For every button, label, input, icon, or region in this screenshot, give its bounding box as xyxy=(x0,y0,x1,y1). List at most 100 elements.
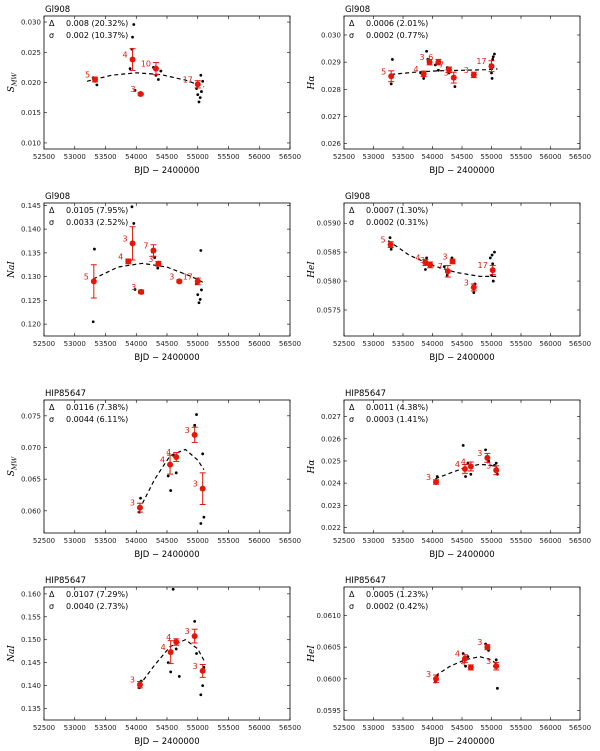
data-point xyxy=(494,658,498,662)
y-tick-label: 0.160 xyxy=(21,590,41,598)
y-tick-label: 0.120 xyxy=(21,321,41,329)
y-tick-label: 0.060 xyxy=(21,507,41,515)
bin-count-label: 4 xyxy=(461,458,466,467)
x-axis-label: BJD − 2400000 xyxy=(429,550,494,560)
data-point xyxy=(133,288,137,291)
y-tick-label: 0.025 xyxy=(321,457,341,465)
y-tick-label: 0.025 xyxy=(21,49,41,57)
y-tick-label: 0.030 xyxy=(21,19,41,27)
y-tick-label: 0.0585 xyxy=(317,249,342,257)
panel-title: HIP85647 xyxy=(45,576,86,586)
panel-3: Gl908 52500 53000 53500 54000 54500 55000 55500… xyxy=(7,192,301,363)
binned-mean xyxy=(433,479,440,486)
trend-curve xyxy=(435,656,498,677)
bin-count-label: 3 xyxy=(193,662,198,671)
x-tick-label: 54000 xyxy=(125,724,147,732)
y-tick-label: 0.024 xyxy=(321,480,342,488)
x-tick-label: 55000 xyxy=(187,153,209,161)
panel-title: HIP85647 xyxy=(45,389,86,399)
data-point xyxy=(131,35,134,39)
bin-count-label: 3 xyxy=(185,426,190,435)
x-tick-label: 56000 xyxy=(539,153,561,161)
binned-mean xyxy=(488,63,495,70)
bin-count-label: 3 xyxy=(477,638,482,647)
data-point xyxy=(389,247,393,251)
x-tick-label: 53500 xyxy=(94,340,116,348)
y-tick-label: 0.145 xyxy=(21,202,41,210)
bin-count-label: 4 xyxy=(160,456,165,465)
bin-count-label: 3 xyxy=(131,283,136,292)
x-tick-label: 53500 xyxy=(94,537,116,545)
data-point xyxy=(153,256,157,260)
x-axis-label: BJD − 2400000 xyxy=(429,353,494,363)
data-point xyxy=(159,69,163,73)
bin-count-label: 3 xyxy=(122,234,127,243)
x-tick-label: 52500 xyxy=(33,340,55,348)
y-tick-label: 0.0595 xyxy=(317,707,342,715)
binned-mean xyxy=(449,258,456,265)
x-tick-label: 55500 xyxy=(217,537,239,545)
stat-symbol: Δ xyxy=(349,590,355,599)
panel-8: HIP85647 52500 53000 53500 54000 54500 55000 55… xyxy=(307,576,591,747)
x-tick-label: 54500 xyxy=(451,153,473,161)
x-tick-label: 54000 xyxy=(125,537,147,545)
data-point xyxy=(200,90,203,93)
bin-count-label: 3 xyxy=(444,69,449,78)
binned-mean xyxy=(136,681,143,688)
stat-value: 0.0002 (0.42%) xyxy=(366,602,428,611)
x-tick-label: 56000 xyxy=(248,340,270,348)
binned-mean xyxy=(493,467,500,474)
x-tick-label: 54500 xyxy=(451,724,473,732)
x-tick-label: 54000 xyxy=(125,153,147,161)
binned-mean xyxy=(129,240,136,247)
data-point xyxy=(130,205,134,209)
y-tick-label: 0.029 xyxy=(321,59,341,67)
x-tick-label: 56000 xyxy=(539,724,561,732)
x-tick-label: 55000 xyxy=(480,340,502,348)
data-point xyxy=(171,587,175,591)
data-point xyxy=(198,96,202,100)
stat-symbol: σ xyxy=(349,218,354,227)
y-tick-label: 0.140 xyxy=(21,682,41,690)
data-point xyxy=(424,268,427,271)
binned-mean xyxy=(129,56,136,63)
stat-symbol: Δ xyxy=(349,403,355,412)
trend-curve xyxy=(435,463,498,480)
data-point xyxy=(93,247,96,251)
bin-count-label: 3 xyxy=(426,473,431,482)
bin-count-label: 17 xyxy=(477,261,487,270)
y-tick-label: 0.022 xyxy=(321,524,341,532)
x-tick-label: 52500 xyxy=(333,340,355,348)
binned-mean xyxy=(484,644,491,651)
x-tick-label: 52500 xyxy=(33,724,55,732)
x-tick-label: 54500 xyxy=(451,537,473,545)
x-axis-label: BJD − 2400000 xyxy=(134,550,199,560)
binned-mean xyxy=(138,288,145,295)
panel-4: Gl908 52500 53000 53500 54000 54500 55000 55500… xyxy=(307,192,591,363)
bin-count-label: 3 xyxy=(442,252,447,261)
data-point xyxy=(453,85,457,88)
x-tick-label: 56000 xyxy=(248,724,270,732)
panel-2: Gl908 52500 53000 53500 54000 54500 55000 55500… xyxy=(307,5,591,176)
x-tick-label: 52500 xyxy=(333,724,355,732)
binned-mean xyxy=(137,90,144,97)
stat-symbol: Δ xyxy=(49,590,55,599)
data-point xyxy=(201,684,205,688)
data-point xyxy=(195,413,198,416)
x-tick-label: 53000 xyxy=(362,340,384,348)
x-tick-label: 55000 xyxy=(187,340,209,348)
bin-count-label: 3 xyxy=(426,670,431,679)
stat-value: 0.002 (10.37%) xyxy=(66,31,128,40)
x-axis-label: BJD − 2400000 xyxy=(134,353,199,363)
binned-mean xyxy=(435,59,442,66)
y-tick-label: 0.027 xyxy=(321,413,341,421)
x-tick-label: 54500 xyxy=(156,340,178,348)
panel-title: HIP85647 xyxy=(345,389,386,399)
panel-title: Gl908 xyxy=(45,5,70,15)
x-tick-label: 55000 xyxy=(187,537,209,545)
binned-mean xyxy=(191,431,198,438)
bin-count-label: 3 xyxy=(169,272,174,281)
binned-mean xyxy=(176,278,183,285)
stat-value: 0.0116 (7.38%) xyxy=(66,403,128,412)
x-tick-label: 56500 xyxy=(569,537,591,545)
